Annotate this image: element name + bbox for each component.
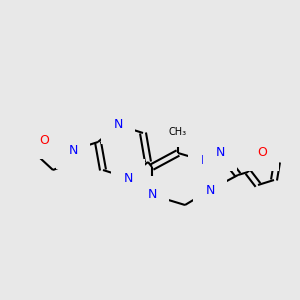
Text: N: N bbox=[200, 154, 210, 167]
Text: O: O bbox=[39, 134, 49, 146]
Text: CH₃: CH₃ bbox=[169, 127, 187, 137]
Text: N: N bbox=[147, 188, 157, 202]
Text: N: N bbox=[205, 184, 215, 196]
Text: N: N bbox=[113, 118, 123, 131]
Text: O: O bbox=[257, 146, 267, 158]
Text: N: N bbox=[68, 143, 78, 157]
Text: N: N bbox=[215, 146, 225, 158]
Text: N: N bbox=[123, 172, 133, 184]
